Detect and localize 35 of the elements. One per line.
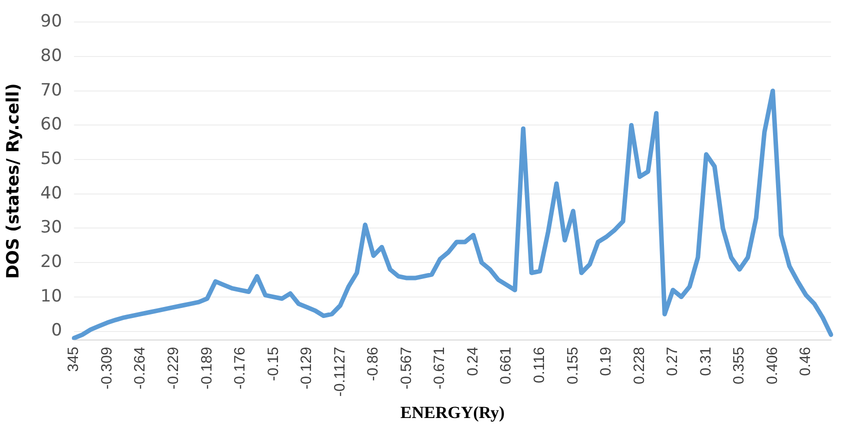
y-tick-label: 10 <box>40 286 62 306</box>
x-tick-label: -0.264 <box>132 346 149 390</box>
x-tick-label: 345 <box>65 346 82 372</box>
y-tick-label: 70 <box>40 80 62 100</box>
x-axis-title: ENERGY(Ry) <box>400 403 505 422</box>
x-tick-label: 0.228 <box>630 346 648 384</box>
x-tick-label: 0.46 <box>797 346 814 376</box>
x-tick-label: 0.24 <box>464 346 482 376</box>
y-tick-label: 0 <box>51 320 62 341</box>
x-tick-label: 0.355 <box>730 346 748 384</box>
x-tick-label: 0.27 <box>664 346 682 376</box>
y-tick-label: 20 <box>40 252 62 272</box>
x-tick-label: -0.671 <box>431 346 448 390</box>
y-tick-label: 30 <box>40 218 62 238</box>
y-tick-label: 90 <box>40 12 62 32</box>
x-tick-label: -0.567 <box>398 346 415 390</box>
x-tick-label: 0.116 <box>531 346 548 384</box>
y-tick-label: 80 <box>40 46 62 66</box>
x-tick-label: -0.129 <box>298 346 316 390</box>
x-tick-label: -0.1127 <box>331 346 348 397</box>
x-tick-label: -0.189 <box>198 346 216 390</box>
x-tick-label: 0.19 <box>598 346 615 376</box>
y-tick-label: 40 <box>40 183 62 204</box>
x-tick-label: 0.155 <box>564 346 582 384</box>
x-tick-label: 0.31 <box>697 346 714 376</box>
x-tick-label: -0.86 <box>364 346 382 382</box>
y-axis-title: DOS (states/ Ry.cell) <box>4 83 24 279</box>
x-tick-label: -0.229 <box>164 346 182 390</box>
y-tick-label: 60 <box>40 114 62 135</box>
x-tick-label: 0.661 <box>498 346 515 384</box>
x-tick-label: -0.15 <box>264 346 282 382</box>
x-tick-label: -0.309 <box>98 346 116 390</box>
x-tick-label: 0.406 <box>764 346 781 384</box>
y-tick-label: 50 <box>40 148 62 169</box>
x-tick-label: -0.176 <box>232 346 249 390</box>
